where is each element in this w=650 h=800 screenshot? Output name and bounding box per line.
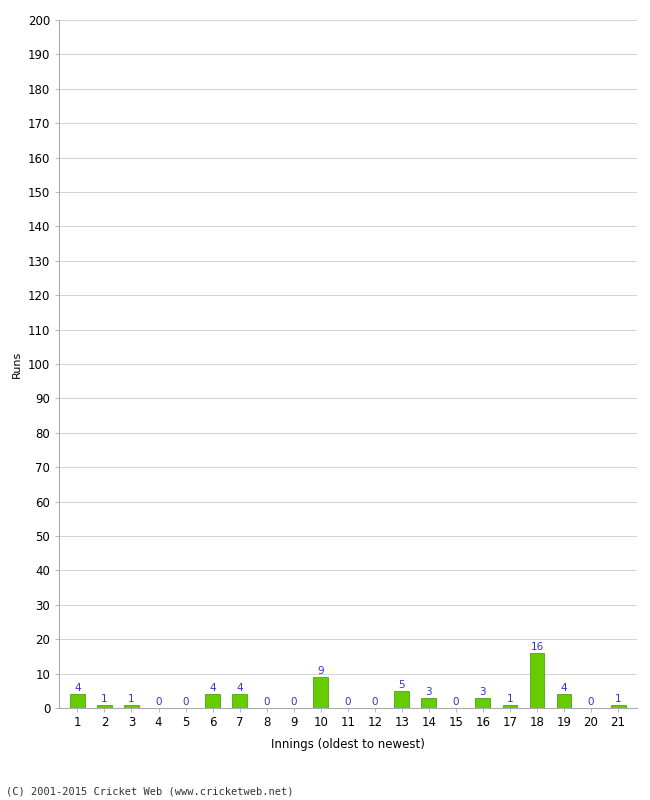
Text: 0: 0 bbox=[263, 697, 270, 707]
Bar bbox=[395, 690, 410, 708]
Text: 4: 4 bbox=[74, 683, 81, 694]
Bar bbox=[70, 694, 85, 708]
Text: 1: 1 bbox=[506, 694, 514, 703]
Text: 16: 16 bbox=[530, 642, 543, 652]
Y-axis label: Runs: Runs bbox=[12, 350, 22, 378]
X-axis label: Innings (oldest to newest): Innings (oldest to newest) bbox=[271, 738, 424, 750]
Bar bbox=[421, 698, 436, 708]
Bar bbox=[556, 694, 571, 708]
Text: 5: 5 bbox=[398, 680, 405, 690]
Text: 0: 0 bbox=[291, 697, 297, 707]
Bar bbox=[502, 705, 517, 708]
Text: 0: 0 bbox=[372, 697, 378, 707]
Bar bbox=[97, 705, 112, 708]
Bar bbox=[232, 694, 247, 708]
Text: (C) 2001-2015 Cricket Web (www.cricketweb.net): (C) 2001-2015 Cricket Web (www.cricketwe… bbox=[6, 786, 294, 796]
Text: 4: 4 bbox=[209, 683, 216, 694]
Text: 0: 0 bbox=[344, 697, 351, 707]
Bar bbox=[313, 677, 328, 708]
Bar bbox=[205, 694, 220, 708]
Bar bbox=[124, 705, 139, 708]
Bar bbox=[610, 705, 625, 708]
Bar bbox=[476, 698, 490, 708]
Text: 3: 3 bbox=[480, 686, 486, 697]
Text: 9: 9 bbox=[317, 666, 324, 676]
Text: 1: 1 bbox=[615, 694, 621, 703]
Text: 0: 0 bbox=[155, 697, 162, 707]
Text: 0: 0 bbox=[182, 697, 188, 707]
Text: 0: 0 bbox=[588, 697, 594, 707]
Text: 1: 1 bbox=[101, 694, 108, 703]
Text: 4: 4 bbox=[237, 683, 243, 694]
Text: 3: 3 bbox=[426, 686, 432, 697]
Bar bbox=[530, 653, 545, 708]
Text: 0: 0 bbox=[452, 697, 459, 707]
Text: 1: 1 bbox=[128, 694, 135, 703]
Text: 4: 4 bbox=[561, 683, 567, 694]
